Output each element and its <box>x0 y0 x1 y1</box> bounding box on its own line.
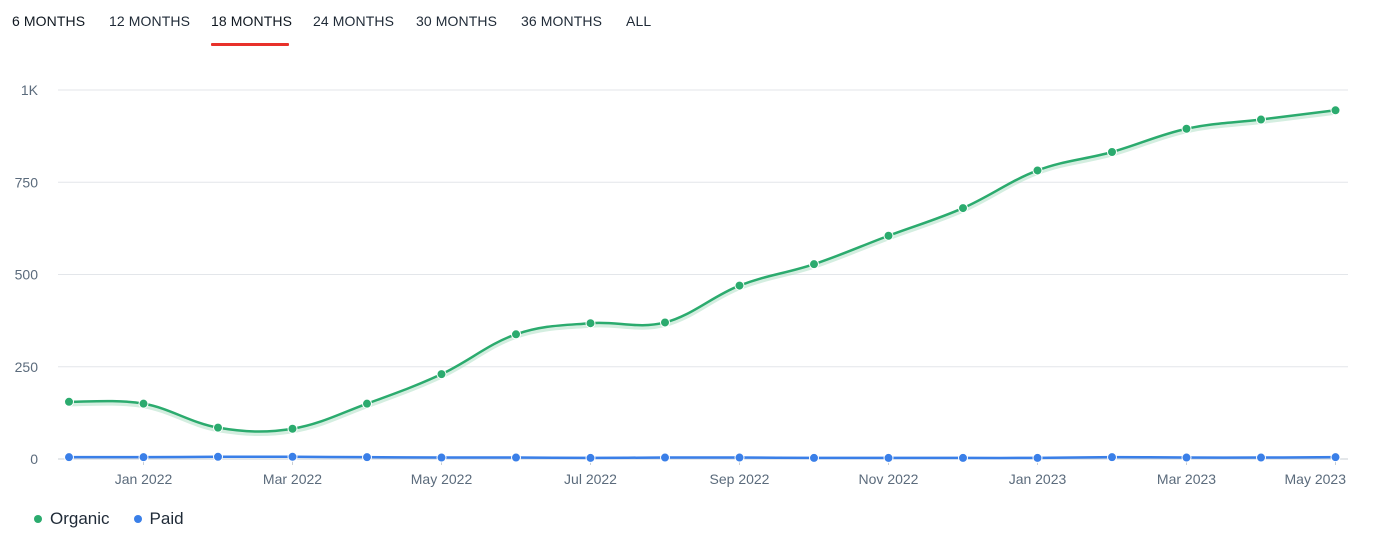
x-tick-label: Sep 2022 <box>710 471 770 487</box>
data-point-organic[interactable] <box>958 203 968 214</box>
data-point-organic[interactable] <box>213 422 223 433</box>
tab-all[interactable]: ALL <box>626 13 652 29</box>
tab-18-months[interactable]: 18 MONTHS <box>211 13 293 29</box>
legend-item-paid[interactable]: Paid <box>133 509 184 529</box>
data-point-organic[interactable] <box>585 318 596 329</box>
x-tick-label: Jan 2022 <box>115 471 173 487</box>
data-point-organic[interactable] <box>436 369 447 380</box>
data-point-paid[interactable] <box>511 452 521 463</box>
x-tick-label: Nov 2022 <box>859 471 919 487</box>
data-point-organic[interactable] <box>362 398 372 409</box>
data-point-paid[interactable] <box>585 452 596 463</box>
data-point-paid[interactable] <box>64 452 74 463</box>
data-point-paid[interactable] <box>1181 452 1192 463</box>
legend-item-organic[interactable]: Organic <box>34 509 110 529</box>
data-point-organic[interactable] <box>1107 146 1117 157</box>
chart-legend: Organic Paid <box>34 508 184 530</box>
y-tick-label: 0 <box>30 451 38 467</box>
data-point-organic[interactable] <box>138 398 149 409</box>
data-point-organic[interactable] <box>883 230 894 241</box>
traffic-line-chart: 0 250 500 750 1K Jan 2022 Mar 2022 May 2022 Jul… <box>15 82 1348 487</box>
legend-dot-organic <box>34 515 42 523</box>
y-tick-label: 250 <box>15 359 39 375</box>
data-point-organic[interactable] <box>1256 114 1266 125</box>
data-point-organic[interactable] <box>287 423 298 434</box>
x-tick-label: Jan 2023 <box>1009 471 1067 487</box>
data-point-organic[interactable] <box>511 329 521 340</box>
data-point-organic[interactable] <box>1330 105 1341 116</box>
data-point-paid[interactable] <box>138 452 149 463</box>
series-paid-line <box>68 455 1336 460</box>
data-point-organic[interactable] <box>1032 165 1043 176</box>
y-tick-label: 500 <box>15 267 39 283</box>
legend-label-organic: Organic <box>50 509 110 528</box>
data-point-organic[interactable] <box>64 396 74 407</box>
data-point-paid[interactable] <box>660 452 670 463</box>
grid-lines <box>58 89 1348 460</box>
y-tick-label: 1K <box>21 82 39 98</box>
x-axis-labels: Jan 2022 Mar 2022 May 2022 Jul 2022 Sep 2022… <box>115 459 1347 487</box>
x-tick-label: Jul 2022 <box>564 471 617 487</box>
tab-30-months[interactable]: 30 MONTHS <box>416 13 498 29</box>
data-point-paid[interactable] <box>1107 452 1117 463</box>
active-tab-underline <box>211 43 289 46</box>
legend-label-paid: Paid <box>149 509 184 528</box>
x-tick-label: May 2023 <box>1285 471 1347 487</box>
data-point-paid[interactable] <box>1330 452 1341 463</box>
x-tick-label: Mar 2023 <box>1157 471 1216 487</box>
data-point-organic[interactable] <box>809 259 819 270</box>
data-point-organic[interactable] <box>660 317 670 328</box>
x-tick-label: May 2022 <box>411 471 473 487</box>
y-tick-label: 750 <box>15 174 39 190</box>
tab-12-months[interactable]: 12 MONTHS <box>109 13 191 29</box>
legend-dot-paid <box>133 515 142 523</box>
series-organic <box>64 105 1341 437</box>
data-point-organic[interactable] <box>734 280 745 291</box>
series-paid <box>64 451 1341 463</box>
x-tick-label: Mar 2022 <box>263 471 322 487</box>
data-point-paid[interactable] <box>213 451 223 462</box>
data-point-organic[interactable] <box>1181 123 1192 134</box>
series-layer <box>64 105 1341 463</box>
data-point-paid[interactable] <box>1256 452 1266 463</box>
data-point-paid[interactable] <box>734 452 745 463</box>
data-point-paid[interactable] <box>287 451 298 462</box>
data-point-paid[interactable] <box>958 452 968 463</box>
data-point-paid[interactable] <box>809 452 819 463</box>
tab-36-months[interactable]: 36 MONTHS <box>521 13 603 29</box>
data-point-paid[interactable] <box>436 452 447 463</box>
data-point-paid[interactable] <box>883 452 894 463</box>
series-organic-line <box>68 109 1336 433</box>
data-point-paid[interactable] <box>362 452 372 463</box>
y-axis-labels: 0 250 500 750 1K <box>15 82 39 467</box>
tab-6-months[interactable]: 6 MONTHS <box>12 13 86 29</box>
tab-24-months[interactable]: 24 MONTHS <box>313 13 395 29</box>
data-point-paid[interactable] <box>1032 452 1043 463</box>
series-organic-shadow <box>68 109 1336 437</box>
